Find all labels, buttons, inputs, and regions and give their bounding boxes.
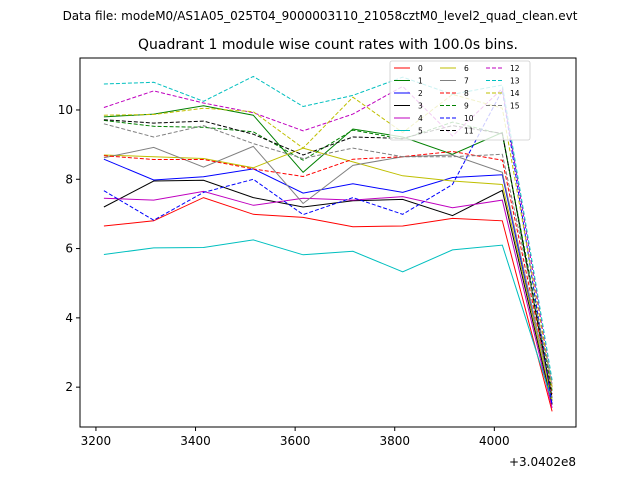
x-offset-label: +3.0402e8: [509, 455, 576, 469]
y-tick-label: 4: [65, 311, 73, 325]
legend-label-11: 11: [464, 127, 474, 136]
x-tick-label: 4000: [479, 434, 510, 448]
y-tick-label: 2: [65, 380, 73, 394]
legend-label-7: 7: [464, 77, 469, 86]
y-tick-label: 6: [65, 242, 73, 256]
legend-label-6: 6: [464, 64, 469, 73]
legend-label-15: 15: [510, 102, 520, 111]
legend-label-2: 2: [418, 89, 423, 98]
series-line-9: [103, 119, 553, 391]
plot-area: [103, 75, 553, 412]
x-tick-label: 3800: [379, 434, 410, 448]
suptitle: Data file: modeM0/AS1A05_025T04_90000031…: [63, 9, 578, 23]
legend-label-8: 8: [464, 89, 469, 98]
x-axis: 3200 3400 3600 3800 4000: [81, 427, 510, 448]
legend-label-5: 5: [418, 127, 423, 136]
series-line-1: [103, 105, 553, 402]
series-line-15: [103, 123, 553, 384]
legend-label-9: 9: [464, 102, 469, 111]
x-tick-label: 3200: [81, 434, 112, 448]
x-tick-label: 3600: [280, 434, 311, 448]
series-line-6: [103, 147, 553, 402]
legend-label-13: 13: [510, 77, 520, 86]
y-tick-label: 10: [58, 103, 73, 117]
legend-label-0: 0: [418, 64, 423, 73]
legend-label-1: 1: [418, 77, 423, 86]
legend-label-4: 4: [418, 114, 423, 123]
legend-label-14: 14: [510, 89, 520, 98]
y-axis: 2 4 6 8 10: [58, 103, 80, 394]
series-line-4: [103, 190, 553, 409]
series-line-5: [103, 239, 553, 402]
legend-label-10: 10: [464, 114, 474, 123]
series-line-8: [103, 150, 553, 395]
x-tick-label: 3400: [180, 434, 211, 448]
series-line-11: [103, 119, 553, 398]
axes-frame: [79, 57, 577, 428]
series-line-0: [103, 197, 553, 412]
y-tick-label: 8: [65, 172, 73, 186]
series-line-10: [103, 88, 553, 405]
series-line-7: [103, 145, 553, 398]
chart-title: Quadrant 1 module wise count rates with …: [138, 37, 518, 53]
legend-label-12: 12: [510, 64, 520, 73]
series-line-3: [103, 179, 553, 405]
legend-label-3: 3: [418, 102, 423, 111]
legend-box: [389, 60, 531, 141]
series-line-2: [103, 158, 553, 405]
